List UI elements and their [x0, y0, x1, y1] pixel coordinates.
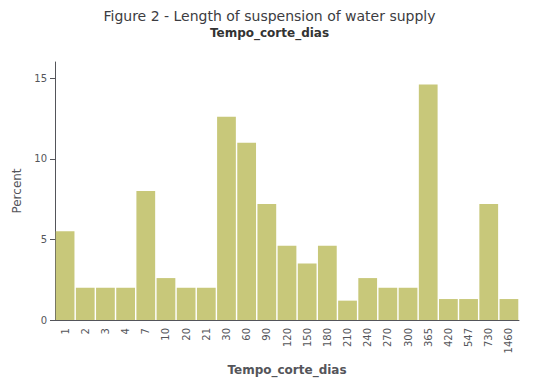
- svg-text:90: 90: [261, 328, 272, 341]
- svg-text:180: 180: [322, 328, 333, 347]
- svg-text:0: 0: [41, 315, 47, 326]
- svg-text:10: 10: [34, 153, 47, 164]
- svg-text:300: 300: [403, 328, 414, 347]
- svg-text:365: 365: [423, 328, 434, 347]
- svg-text:60: 60: [241, 328, 252, 341]
- svg-text:120: 120: [282, 328, 293, 347]
- svg-text:15: 15: [34, 73, 47, 84]
- svg-text:1: 1: [60, 328, 71, 334]
- svg-text:3: 3: [100, 328, 111, 334]
- svg-text:1460: 1460: [503, 328, 514, 353]
- svg-text:7: 7: [140, 328, 151, 334]
- svg-text:210: 210: [342, 328, 353, 347]
- svg-text:547: 547: [463, 328, 474, 347]
- svg-text:730: 730: [483, 328, 494, 347]
- svg-text:150: 150: [302, 328, 313, 347]
- svg-text:20: 20: [181, 328, 192, 341]
- svg-text:240: 240: [362, 328, 373, 347]
- svg-text:Tempo_corte_dias: Tempo_corte_dias: [227, 363, 346, 378]
- svg-text:Figure 2 - Length of suspensio: Figure 2 - Length of suspension of water…: [103, 8, 435, 24]
- svg-text:5: 5: [41, 234, 47, 245]
- svg-text:420: 420: [443, 328, 454, 347]
- svg-text:270: 270: [382, 328, 393, 347]
- svg-text:4: 4: [120, 328, 131, 334]
- svg-text:Percent: Percent: [10, 168, 24, 213]
- svg-text:10: 10: [160, 328, 171, 341]
- svg-text:2: 2: [80, 328, 91, 334]
- svg-text:30: 30: [221, 328, 232, 341]
- svg-text:21: 21: [201, 328, 212, 341]
- svg-text:Tempo_corte_dias: Tempo_corte_dias: [210, 26, 329, 41]
